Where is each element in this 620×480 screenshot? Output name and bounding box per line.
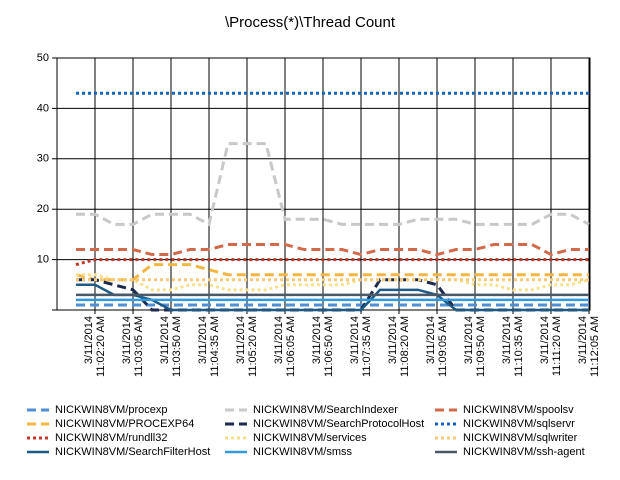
legend-label: NICKWIN8VM/SearchFilterHost — [55, 446, 210, 458]
y-tick-label: 50 — [37, 52, 49, 64]
x-tick-label: 3/11/201411:08:20 AM — [387, 316, 411, 377]
y-tick-label: 10 — [37, 254, 49, 266]
x-tick-label: 3/11/201411:03:05 AM — [121, 316, 145, 377]
y-tick-label: 30 — [37, 153, 49, 165]
x-tick-label: 3/11/201411:03:50 AM — [159, 316, 183, 377]
x-tick-label: 3/11/201411:09:05 AM — [425, 316, 449, 377]
legend-label: NICKWIN8VM/PROCEXP64 — [55, 418, 194, 430]
x-tick-label: 3/11/201411:06:50 AM — [311, 316, 335, 377]
series-line — [75, 263, 589, 282]
legend-label: NICKWIN8VM/rundll32 — [55, 432, 167, 444]
chart-title: \Process(*)\Thread Count — [225, 14, 396, 31]
x-tick-label: 3/11/201411:07:35 AM — [349, 316, 373, 377]
legend-label: NICKWIN8VM/ssh-agent — [463, 446, 585, 458]
series-line — [76, 283, 589, 312]
series-line — [75, 258, 589, 267]
x-tick-label: 3/11/201411:10:35 AM — [501, 316, 525, 377]
x-tick-label: 3/11/201411:09:50 AM — [463, 316, 487, 377]
series-line — [76, 242, 589, 257]
legend-label: NICKWIN8VM/SearchProtocolHost — [253, 418, 424, 430]
series-line — [76, 273, 590, 292]
x-tick-label: 3/11/201411:04:35 AM — [197, 316, 221, 377]
legend-label: NICKWIN8VM/spoolsv — [463, 404, 574, 416]
legend-label: NICKWIN8VM/services — [253, 432, 367, 444]
y-tick-label: 20 — [37, 203, 49, 215]
x-tick-label: 3/11/201411:11:20 AM — [539, 316, 563, 376]
y-tick-label: 40 — [37, 102, 49, 114]
x-tick-label: 3/11/201411:02:20 AM — [83, 316, 107, 377]
legend-label: NICKWIN8VM/procexp — [55, 404, 167, 416]
legend-label: NICKWIN8VM/sqlwriter — [463, 432, 578, 444]
series-line — [76, 142, 590, 227]
legend-label: NICKWIN8VM/SearchIndexer — [253, 404, 398, 416]
x-tick-label: 3/11/201411:05:20 AM — [235, 316, 259, 377]
legend-label: NICKWIN8VM/sqlservr — [463, 418, 575, 430]
x-tick-label: 3/11/201411:12:05 AM — [577, 316, 601, 377]
x-tick-label: 3/11/201411:06:05 AM — [273, 316, 297, 377]
legend-label: NICKWIN8VM/smss — [253, 446, 353, 458]
